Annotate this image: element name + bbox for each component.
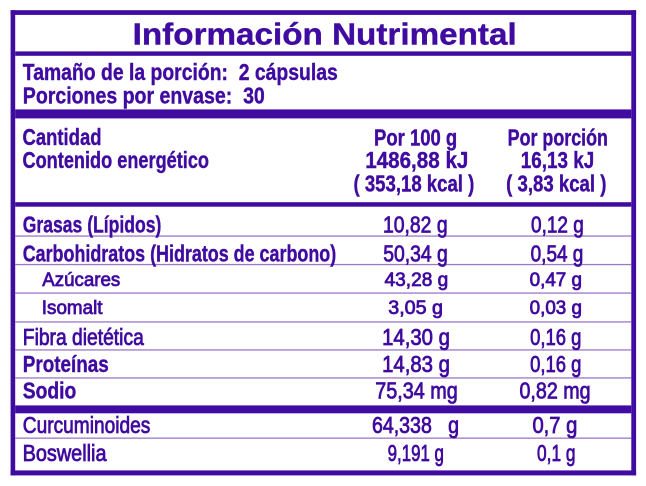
svg-text:14,83 g: 14,83 g	[382, 351, 450, 377]
svg-text:Información Nutrimental: Información Nutrimental	[133, 17, 517, 52]
svg-text:Curcuminoides: Curcuminoides	[23, 412, 151, 438]
svg-text:0,54 g: 0,54 g	[531, 241, 584, 267]
svg-text:0,1 g: 0,1 g	[537, 440, 576, 466]
svg-text:Grasas (Lípidos): Grasas (Lípidos)	[23, 211, 162, 237]
svg-text:0,47 g: 0,47 g	[530, 269, 582, 291]
svg-text:0,16 g: 0,16 g	[530, 324, 581, 350]
svg-text:Por porción: Por porción	[508, 124, 608, 150]
svg-text:10,82 g: 10,82 g	[383, 211, 448, 237]
svg-text:9,191 g: 9,191 g	[388, 440, 444, 466]
svg-text:0,16 g: 0,16 g	[530, 351, 581, 377]
svg-text:0,82 mg: 0,82 mg	[520, 378, 591, 404]
svg-text:Cantidad: Cantidad	[23, 124, 102, 150]
svg-text:0,7 g: 0,7 g	[532, 412, 577, 438]
svg-text:Sodio: Sodio	[23, 378, 77, 404]
svg-text:Isomalt: Isomalt	[42, 297, 103, 319]
svg-text:1486,88 kJ: 1486,88 kJ	[365, 147, 468, 173]
svg-text:Porciones por envase: 30: Porciones por envase: 30	[23, 82, 265, 108]
svg-text:Boswellia: Boswellia	[23, 440, 107, 466]
svg-text:Tamaño de la porción: 2 cápsu: Tamaño de la porción: 2 cápsulas	[23, 59, 338, 85]
svg-text:Fibra dietética: Fibra dietética	[23, 324, 144, 350]
svg-text:Proteínas: Proteínas	[23, 351, 109, 377]
svg-text:43,28 g: 43,28 g	[385, 269, 449, 291]
svg-text:0,03 g: 0,03 g	[530, 297, 582, 319]
svg-text:64,338 g: 64,338 g	[372, 412, 459, 438]
svg-text:( 353,18 kcal ): ( 353,18 kcal )	[354, 170, 475, 196]
svg-text:Contenido energético: Contenido energético	[23, 147, 210, 173]
svg-text:Azúcares: Azúcares	[42, 269, 120, 291]
svg-text:0,12 g: 0,12 g	[531, 211, 584, 237]
svg-text:Por 100 g: Por 100 g	[374, 124, 457, 150]
svg-text:Carbohidratos (Hidratos de car: Carbohidratos (Hidratos de carbono)	[23, 241, 337, 267]
svg-text:16,13 kJ: 16,13 kJ	[521, 147, 594, 173]
svg-text:( 3,83 kcal ): ( 3,83 kcal )	[506, 170, 606, 196]
svg-text:50,34 g: 50,34 g	[383, 241, 448, 267]
svg-text:3,05 g: 3,05 g	[388, 297, 443, 319]
svg-text:14,30 g: 14,30 g	[382, 324, 450, 350]
svg-text:75,34 mg: 75,34 mg	[375, 378, 458, 404]
